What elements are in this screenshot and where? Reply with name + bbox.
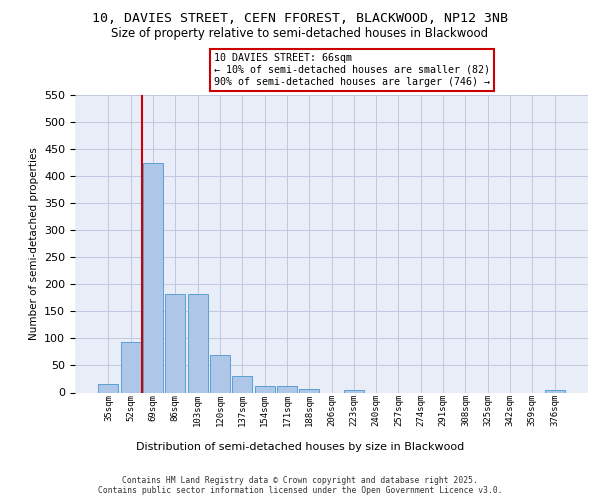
Bar — [121, 342, 141, 392]
Bar — [344, 390, 364, 392]
Bar — [188, 294, 208, 392]
Bar — [143, 162, 163, 392]
Text: 10 DAVIES STREET: 66sqm
← 10% of semi-detached houses are smaller (82)
90% of se: 10 DAVIES STREET: 66sqm ← 10% of semi-de… — [214, 54, 490, 86]
Bar — [165, 294, 185, 392]
Text: Distribution of semi-detached houses by size in Blackwood: Distribution of semi-detached houses by … — [136, 442, 464, 452]
Bar — [210, 354, 230, 393]
Bar — [545, 390, 565, 392]
Y-axis label: Number of semi-detached properties: Number of semi-detached properties — [29, 148, 38, 340]
Bar — [232, 376, 252, 392]
Bar — [277, 386, 297, 392]
Text: 10, DAVIES STREET, CEFN FFOREST, BLACKWOOD, NP12 3NB: 10, DAVIES STREET, CEFN FFOREST, BLACKWO… — [92, 12, 508, 26]
Bar — [98, 384, 118, 392]
Bar — [299, 390, 319, 392]
Text: Contains HM Land Registry data © Crown copyright and database right 2025.
Contai: Contains HM Land Registry data © Crown c… — [98, 476, 502, 495]
Text: Size of property relative to semi-detached houses in Blackwood: Size of property relative to semi-detach… — [112, 28, 488, 40]
Bar — [254, 386, 275, 392]
